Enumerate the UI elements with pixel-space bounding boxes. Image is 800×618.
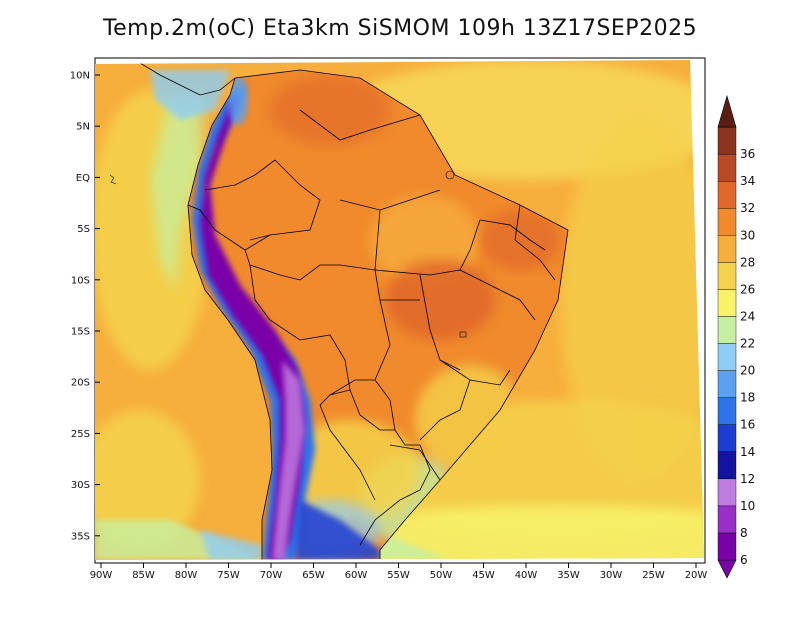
lon-label: 45W [472,570,495,581]
lon-label: 65W [302,570,325,581]
colorbar-swatch [717,126,737,155]
colorbar-swatch [717,235,737,263]
lon-label: 35W [557,570,580,581]
lat-label: 20S [71,378,90,389]
lon-label: 50W [430,570,453,581]
colorbar-swatch [717,505,737,534]
lon-label: 55W [387,570,410,581]
colorbar-swatch [717,478,737,507]
lat-label: 5N [76,122,90,133]
colorbar-label: 32 [740,201,755,215]
colorbar-label: 22 [740,337,755,351]
colorbar-swatch [717,180,737,209]
colorbar-label: 6 [740,553,748,567]
colorbar-label: 36 [740,147,755,161]
colorbar-swatch [717,451,737,480]
colorbar-label: 34 [740,174,755,188]
colorbar-label: 16 [740,418,755,432]
colorbar-label: 20 [740,364,755,378]
colorbar-swatch [717,208,737,236]
lat-label: 30S [71,480,90,491]
lon-label: 25W [642,570,665,581]
longitude-labels: 90W 85W 80W 75W 70W 65W 60W 55W 50W 45W 40W 35W 30W 2… [90,563,708,581]
lon-label: 60W [345,570,368,581]
colorbar-swatch [717,343,737,371]
temperature-field [95,60,704,560]
lon-label: 80W [175,570,198,581]
colorbar-swatch [717,424,737,452]
lon-label: 40W [515,570,538,581]
lon-label: 30W [600,570,623,581]
colorbar-min-arrow [717,559,737,579]
lat-label: 10S [71,275,90,286]
colorbar-label: 10 [740,499,755,513]
colorbar-label: 14 [740,445,755,459]
lon-label: 20W [685,570,708,581]
colorbar-label: 24 [740,309,755,323]
lat-label: 5S [77,224,90,235]
colorbar-swatch [717,153,737,182]
lat-label: 10N [70,71,90,82]
lat-label: 35S [71,531,90,542]
colorbar-label: 12 [740,472,755,486]
colorbar-label: 28 [740,255,755,269]
latitude-labels: 10N 5N EQ 5S 10S 15S 20S 25S 30S 35S [70,71,100,542]
colorbar-swatch [717,370,737,398]
colorbar-swatch [717,397,737,425]
colorbar-swatch [717,289,737,317]
lon-label: 75W [217,570,240,581]
colorbar: 6 8 10 12 14 16 18 20 22 24 26 28 30 32 34 36 [717,94,755,579]
colorbar-label: 18 [740,391,755,405]
lat-label: 15S [71,327,90,338]
colorbar-label: 8 [740,526,748,540]
colorbar-swatch [717,316,737,344]
colorbar-swatch [717,262,737,290]
lon-label: 90W [90,570,113,581]
coastlines [134,60,569,560]
colorbar-max-arrow [717,94,737,128]
lon-label: 85W [132,570,155,581]
lon-label: 70W [260,570,283,581]
map-title: Temp.2m(oC) Eta3km SiSMOM 109h 13Z17SEP2… [102,16,698,41]
colorbar-label: 26 [740,282,755,296]
lat-label: EQ [76,173,90,184]
lat-label: 25S [71,429,90,440]
colorbar-label: 30 [740,228,755,242]
colorbar-swatch [717,532,737,561]
